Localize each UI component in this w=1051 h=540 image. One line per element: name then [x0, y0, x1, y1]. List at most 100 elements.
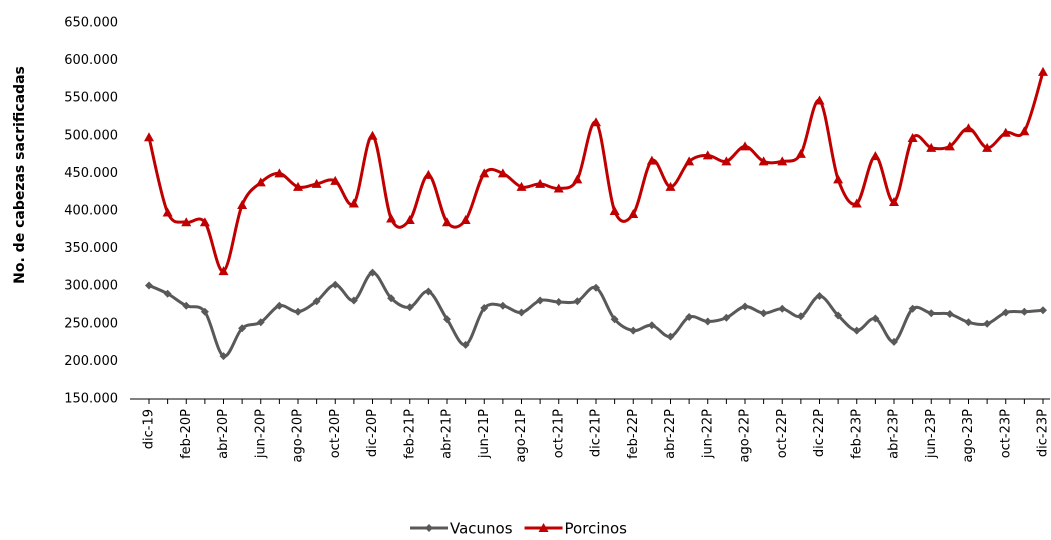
- marker: [200, 307, 209, 316]
- y-tick-label: 600.000: [64, 53, 118, 68]
- marker: [348, 198, 359, 208]
- marker: [442, 217, 452, 227]
- marker: [162, 207, 173, 217]
- marker: [1039, 306, 1047, 315]
- marker: [256, 318, 265, 327]
- x-tick-label: abr-20P: [216, 409, 231, 459]
- marker: [1019, 126, 1030, 136]
- marker: [218, 266, 229, 276]
- x-tick-label: dic-20P: [365, 409, 380, 457]
- marker: [312, 297, 321, 306]
- marker: [722, 313, 731, 322]
- series-line: [147, 71, 1045, 273]
- marker: [759, 309, 768, 318]
- x-tick-label: abr-21P: [440, 409, 455, 459]
- marker: [1038, 66, 1048, 76]
- marker: [963, 123, 974, 133]
- marker: [404, 215, 415, 225]
- marker: [796, 312, 805, 321]
- marker: [871, 314, 880, 323]
- marker: [516, 181, 527, 191]
- marker: [405, 303, 414, 312]
- marker: [479, 168, 490, 178]
- marker: [665, 181, 676, 191]
- marker: [572, 174, 583, 184]
- x-tick-label: ago-22P: [738, 409, 753, 463]
- marker: [535, 178, 546, 188]
- marker: [610, 315, 619, 324]
- marker: [814, 95, 825, 105]
- marker: [517, 308, 526, 317]
- legend-label: Porcinos: [565, 520, 628, 538]
- marker: [795, 148, 806, 158]
- marker: [629, 326, 638, 335]
- marker: [425, 524, 433, 532]
- marker: [591, 117, 601, 127]
- marker: [908, 304, 917, 313]
- x-tick-label: feb-22P: [626, 409, 641, 459]
- marker: [740, 141, 750, 151]
- x-tick-label: ago-21P: [514, 409, 529, 463]
- marker: [944, 141, 955, 151]
- marker: [367, 130, 378, 140]
- marker: [349, 296, 358, 305]
- marker: [926, 142, 937, 152]
- marker: [461, 340, 470, 349]
- marker: [181, 217, 192, 227]
- x-tick-label: abr-23P: [887, 409, 902, 459]
- marker: [480, 304, 489, 313]
- marker: [907, 133, 918, 143]
- marker: [592, 283, 600, 292]
- marker: [741, 302, 749, 311]
- y-axis-title: No. de cabezas sacrificadas: [12, 66, 28, 284]
- marker: [255, 177, 266, 187]
- marker: [219, 352, 228, 361]
- marker: [777, 156, 788, 166]
- marker: [275, 301, 284, 310]
- marker: [497, 168, 508, 178]
- marker: [163, 289, 172, 298]
- y-tick-label: 550.000: [64, 91, 118, 106]
- marker: [685, 313, 694, 322]
- marker: [834, 311, 843, 320]
- y-tick-label: 650.000: [64, 16, 118, 31]
- marker: [293, 181, 303, 191]
- marker: [778, 304, 787, 313]
- marker: [964, 318, 973, 327]
- x-tick-label: jun-20P: [253, 409, 268, 459]
- marker: [982, 142, 993, 152]
- y-tick-label: 300.000: [64, 279, 118, 294]
- marker: [368, 268, 377, 277]
- marker: [538, 523, 549, 532]
- marker: [646, 155, 657, 165]
- x-tick-label: dic-21P: [589, 409, 604, 457]
- marker: [647, 321, 656, 330]
- marker: [573, 297, 582, 306]
- marker: [927, 309, 936, 318]
- marker: [628, 209, 639, 219]
- x-tick-label: dic-23P: [1036, 409, 1051, 457]
- marker: [443, 315, 451, 324]
- marker: [945, 310, 954, 319]
- marker: [498, 301, 507, 310]
- y-tick-label: 350.000: [64, 241, 118, 256]
- x-tick-label: jun-21P: [477, 409, 492, 459]
- marker: [311, 178, 322, 188]
- marker: [460, 215, 471, 225]
- y-tick-label: 400.000: [64, 204, 118, 219]
- y-tick-label: 500.000: [64, 128, 118, 143]
- marker: [609, 206, 620, 215]
- marker: [387, 294, 396, 303]
- marker: [833, 174, 844, 184]
- x-tick-label: jun-23P: [924, 409, 939, 459]
- x-tick-label: dic-22P: [812, 409, 827, 457]
- marker: [294, 307, 302, 316]
- y-tick-label: 150.000: [64, 392, 118, 407]
- y-tick-label: 250.000: [64, 316, 118, 331]
- marker: [1000, 127, 1011, 137]
- marker: [702, 150, 713, 160]
- x-tick-label: abr-22P: [663, 409, 678, 459]
- x-tick-label: jun-22P: [700, 409, 715, 459]
- marker: [554, 297, 563, 306]
